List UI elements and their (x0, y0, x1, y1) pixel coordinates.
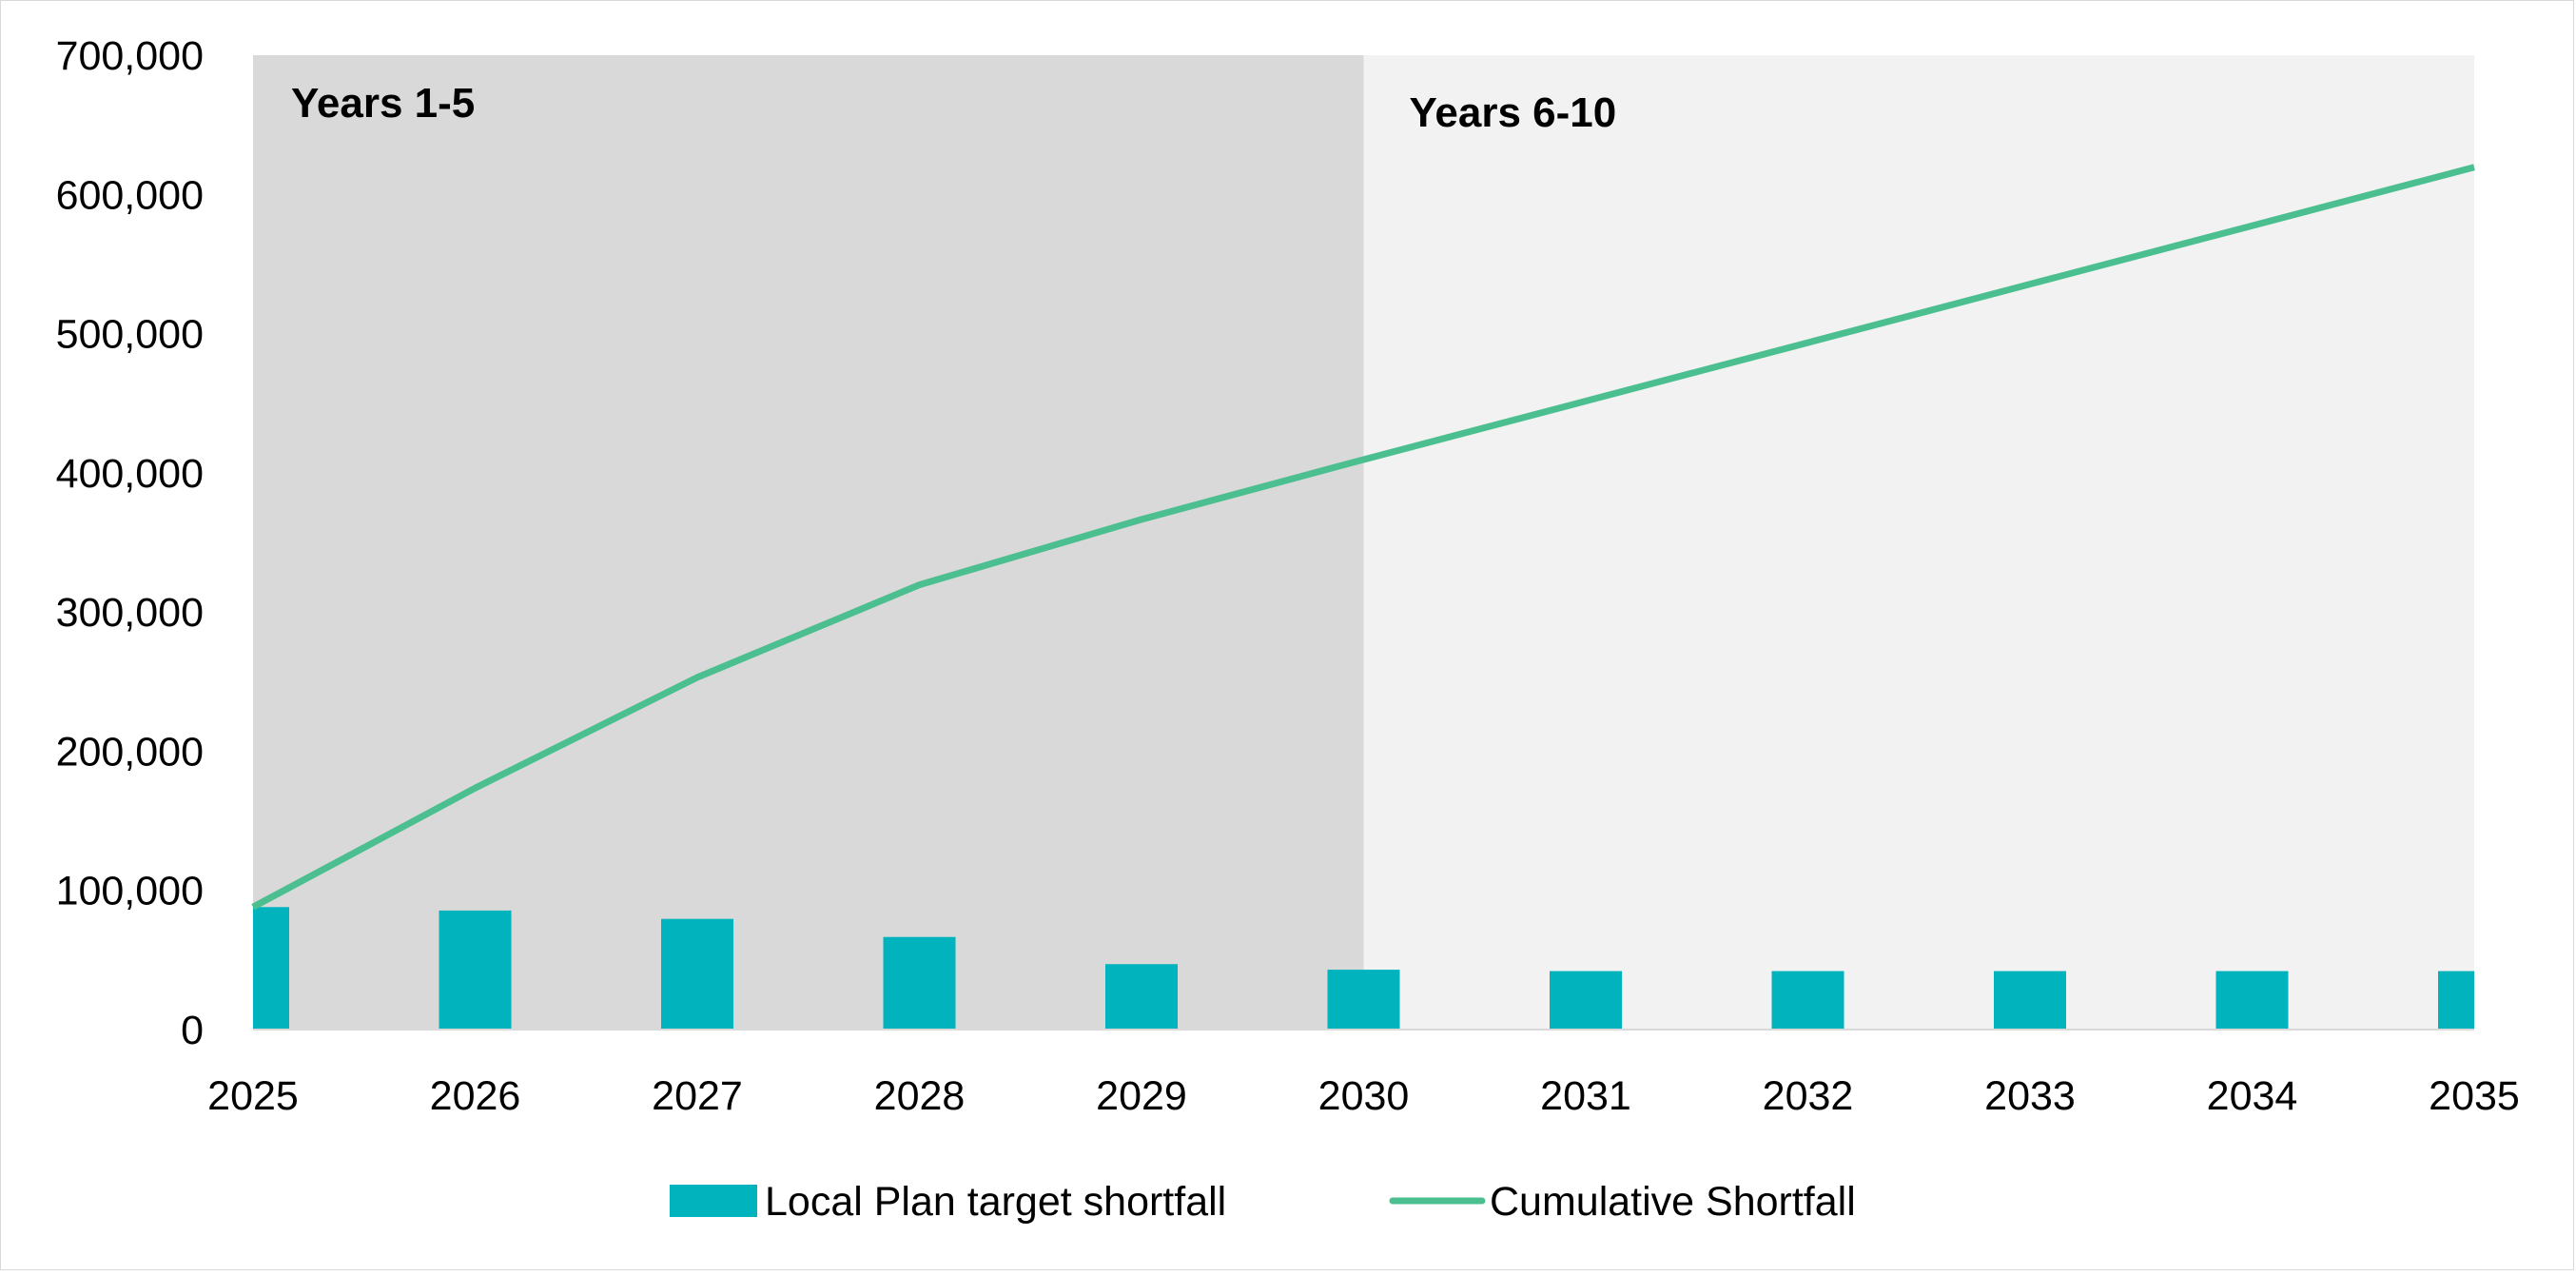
y-tick-label: 100,000 (56, 869, 204, 914)
bar-2035 (2438, 972, 2474, 1030)
x-tick-label: 2032 (1763, 1073, 1854, 1119)
x-tick-label: 2028 (874, 1073, 966, 1119)
bar-2029 (1105, 964, 1178, 1030)
bar-2028 (884, 937, 956, 1030)
shaded-region-2 (1364, 55, 2475, 1030)
x-tick-label: 2026 (430, 1073, 521, 1119)
shaded-region-1 (253, 55, 1364, 1030)
bar-2026 (439, 911, 512, 1030)
y-tick-label: 300,000 (56, 590, 204, 636)
x-axis-ticks: 2025 2026 2027 2028 2029 2030 2031 2032 2033 2034… (207, 1073, 2520, 1119)
bar-2033 (1994, 972, 2066, 1030)
region-label-2: Years 6-10 (1410, 89, 1617, 136)
bar-2031 (1550, 972, 1622, 1030)
y-tick-label: 0 (181, 1008, 204, 1053)
x-tick-label: 2034 (2207, 1073, 2298, 1119)
y-tick-label: 700,000 (56, 33, 204, 79)
bar-2025 (253, 907, 289, 1030)
legend-swatch-bar (670, 1185, 757, 1217)
y-tick-label: 500,000 (56, 312, 204, 358)
y-tick-label: 200,000 (56, 729, 204, 775)
legend-label-line: Cumulative Shortfall (1490, 1179, 1856, 1225)
bar-2034 (2216, 972, 2289, 1030)
x-tick-label: 2025 (207, 1073, 299, 1119)
y-axis-ticks: 0 100,000 200,000 300,000 400,000 500,000 600,… (56, 33, 204, 1053)
bar-2030 (1328, 970, 1400, 1030)
x-tick-label: 2035 (2429, 1073, 2520, 1119)
shaded-regions (253, 55, 2474, 1030)
bar-2027 (661, 919, 733, 1030)
x-tick-label: 2033 (1984, 1073, 2076, 1119)
legend-label-bar: Local Plan target shortfall (765, 1179, 1226, 1225)
y-tick-label: 600,000 (56, 172, 204, 218)
legend: Local Plan target shortfall Cumulative Sh… (670, 1179, 1856, 1225)
y-tick-label: 400,000 (56, 451, 204, 497)
region-label-1: Years 1-5 (291, 80, 475, 127)
bar-2032 (1772, 972, 1844, 1030)
x-tick-label: 2030 (1318, 1073, 1410, 1119)
x-tick-label: 2027 (652, 1073, 743, 1119)
x-tick-label: 2029 (1096, 1073, 1187, 1119)
x-tick-label: 2031 (1540, 1073, 1631, 1119)
